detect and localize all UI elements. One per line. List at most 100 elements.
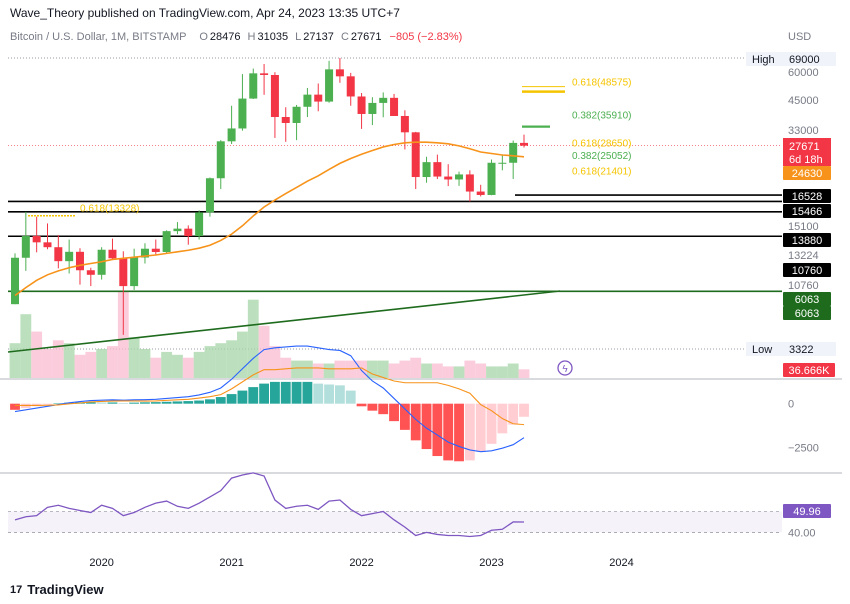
macd-axis-tick-label: −2500 <box>788 442 819 454</box>
publish-header: Wave_Theory published on TradingView.com… <box>10 6 400 20</box>
macd-histogram-bar <box>432 403 443 457</box>
candle-body <box>205 178 214 213</box>
candle-body <box>108 249 117 259</box>
low-value: 27137 <box>303 31 334 43</box>
candle-body <box>520 142 529 146</box>
fib-level-label: 0.618(13328) <box>80 204 140 215</box>
tradingview-brand: TradingView <box>27 582 104 597</box>
volume-badge: 36.666K <box>789 365 831 377</box>
low-label: L <box>295 31 302 43</box>
volume-bar <box>399 360 411 378</box>
macd-histogram-bar <box>237 390 248 404</box>
macd-histogram-bar <box>107 402 118 404</box>
candle-body <box>314 94 323 102</box>
high-badge-label: High <box>752 54 775 66</box>
candle-body <box>238 98 247 129</box>
rsi-value-badge-bg <box>783 504 831 518</box>
volume-badge-bg <box>783 363 835 377</box>
macd-histogram-bar <box>172 401 183 404</box>
last-price-badge: 27671 <box>789 141 820 153</box>
change-value: −805 (−2.83%) <box>389 31 463 43</box>
macd-histogram-bar <box>324 384 334 404</box>
candle-body <box>75 251 84 271</box>
volume-bar <box>421 363 432 378</box>
macd-histogram-bar <box>508 403 519 425</box>
volume-bar <box>312 363 324 378</box>
macd-histogram-bar <box>85 402 96 404</box>
x-axis-tick-label: 2024 <box>609 557 633 569</box>
signal-line <box>15 367 525 426</box>
symbol-name[interactable]: Bitcoin / U.S. Dollar, 1M, BITSTAMP <box>10 31 187 43</box>
macd-histogram-bar <box>118 402 129 404</box>
volume-bar <box>42 349 53 378</box>
volume-bar <box>128 337 140 378</box>
fib-level-label: 0.382(35910) <box>572 111 632 122</box>
candle-body <box>346 76 355 97</box>
volume-bar <box>431 363 443 378</box>
volume-bar <box>323 363 335 378</box>
macd-histogram-bar <box>519 403 529 417</box>
candle-body <box>216 141 225 179</box>
volume-bar <box>63 343 75 378</box>
candle-body <box>476 191 485 195</box>
open-value: 28476 <box>209 31 241 43</box>
volume-bar <box>74 354 86 378</box>
rsi-value-badge: 49.96 <box>793 506 821 518</box>
candle-body <box>249 73 258 99</box>
candle-body <box>86 270 95 275</box>
volume-bar <box>9 343 21 378</box>
candle-body <box>357 96 366 114</box>
macd-histogram-bar <box>10 403 20 410</box>
candle-body <box>140 248 149 258</box>
volume-bar <box>258 325 270 378</box>
tradingview-footer[interactable]: 17 TradingView <box>10 582 104 597</box>
macd-histogram-bar <box>259 383 270 404</box>
candle-body <box>379 97 388 103</box>
candle-body <box>292 106 301 123</box>
volume-bar <box>247 299 259 378</box>
volume-bar <box>366 360 378 378</box>
y-axis-tick-label: 60000 <box>788 67 819 79</box>
candle-body <box>119 258 128 287</box>
support-level-badge: 6063 <box>795 308 819 320</box>
macd-histogram-bar <box>356 403 367 407</box>
candle-body <box>162 231 171 253</box>
close-label: C <box>340 31 349 43</box>
support-level-badge-bg <box>783 233 831 247</box>
candle-body <box>422 162 431 178</box>
candle-body <box>455 174 464 180</box>
support-level-badge-bg <box>783 189 831 203</box>
ma-value-badge: 24630 <box>792 168 823 180</box>
candle-body <box>65 251 74 262</box>
volume-bar <box>475 363 487 378</box>
macd-histogram-bar <box>486 403 497 444</box>
y-axis-tick-label: 33000 <box>788 125 819 137</box>
support-level-badge: 13880 <box>792 235 823 247</box>
volume-bar <box>280 357 292 378</box>
candle-body <box>21 235 30 258</box>
volume-bar <box>410 357 422 378</box>
macd-histogram-bar <box>367 403 378 411</box>
volume-bar <box>388 363 400 378</box>
candle-body <box>54 247 63 262</box>
tradingview-logo-icon: 17 <box>10 583 23 596</box>
support-level-badge-bg <box>783 292 831 306</box>
candle-body <box>32 235 41 243</box>
macd-histogram-bar <box>334 385 345 404</box>
volume-bar <box>172 354 183 378</box>
macd-histogram-bar <box>42 403 53 405</box>
macd-histogram-bar <box>454 403 464 462</box>
candle-body <box>390 97 399 116</box>
x-axis-tick-label: 2020 <box>89 557 113 569</box>
macd-histogram-bar <box>475 403 486 452</box>
macd-histogram-bar <box>421 403 432 450</box>
low-badge-bg <box>746 342 836 356</box>
y-axis-tick-label: 15100 <box>788 221 819 233</box>
volume-bar <box>182 357 194 378</box>
volume-bar <box>486 366 497 378</box>
support-level-badge: 15466 <box>792 206 823 218</box>
candle-body <box>227 128 236 142</box>
rsi-band <box>8 511 782 533</box>
macd-histogram-bar <box>378 403 389 415</box>
